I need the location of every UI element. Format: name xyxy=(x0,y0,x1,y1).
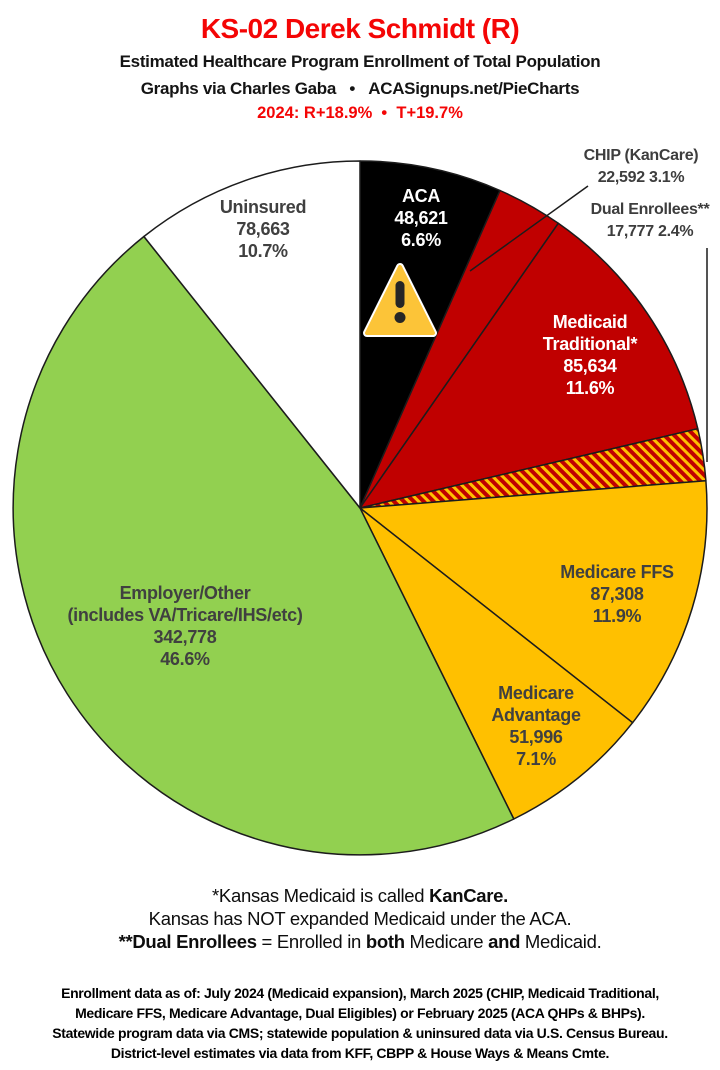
slice-label-medicare-advantage: Medicare Advantage 51,996 7.1% xyxy=(491,683,581,769)
source-note: Enrollment data as of: July 2024 (Medica… xyxy=(0,983,720,1063)
slice-label-medicaid-traditional: Medicaid Traditional* 85,634 11.6% xyxy=(542,312,638,398)
election-margin-line: 2024: R+18.9% • T+19.7% xyxy=(257,104,463,122)
pie-slice-medicare-advantage xyxy=(359,507,634,820)
pie-slice-employer-other-includes-va-tricare-ihs-etc xyxy=(12,235,515,856)
slice-label-employer-other: Employer/Other (includes VA/Tricare/IHS/… xyxy=(67,583,303,669)
subtitle-enrollment: Estimated Healthcare Program Enrollment … xyxy=(119,52,601,71)
source-note-line-1: Enrollment data as of: July 2024 (Medica… xyxy=(61,985,659,1001)
attribution-line: Graphs via Charles Gaba • ACASignups.net… xyxy=(140,79,580,98)
page-title: KS-02 Derek Schmidt (R) xyxy=(200,13,520,44)
leader-line-chip xyxy=(469,185,589,272)
pie-slice-medicaid-traditional xyxy=(359,222,699,509)
pie-slice-medicare-ffs xyxy=(359,479,708,724)
callout-label-chip: CHIP (KanCare) 22,592 3.1% xyxy=(583,147,699,186)
footnote-kancare: *Kansas Medicaid is called KanCare. xyxy=(212,885,508,906)
callout-label-dual-enrollees: Dual Enrollees** 17,777 2.4% xyxy=(590,201,710,240)
pie-slice-uninsured xyxy=(143,160,361,509)
source-note-line-2: Medicare FFS, Medicare Advantage, Dual E… xyxy=(75,1005,645,1021)
source-note-line-4: District-level estimates via data from K… xyxy=(110,1045,610,1061)
footnote-dual-enrollees: **Dual Enrollees = Enrolled in both Medi… xyxy=(118,931,602,952)
footnotes: *Kansas Medicaid is called KanCare. Kans… xyxy=(0,884,720,953)
pie-slices-group xyxy=(12,160,708,856)
slice-label-medicare-ffs: Medicare FFS 87,308 11.9% xyxy=(560,562,674,626)
pie-chart-svg xyxy=(12,160,708,856)
slice-label-aca: ACA 48,621 6.6% xyxy=(394,186,448,250)
footnote-not-expanded: Kansas has NOT expanded Medicaid under t… xyxy=(148,908,572,929)
warning-triangle-icon xyxy=(363,263,437,337)
header: KS-02 Derek Schmidt (R) Estimated Health… xyxy=(0,13,720,123)
slice-label-uninsured: Uninsured 78,663 10.7% xyxy=(219,197,307,261)
source-note-line-3: Statewide program data via CMS; statewid… xyxy=(52,1025,668,1041)
